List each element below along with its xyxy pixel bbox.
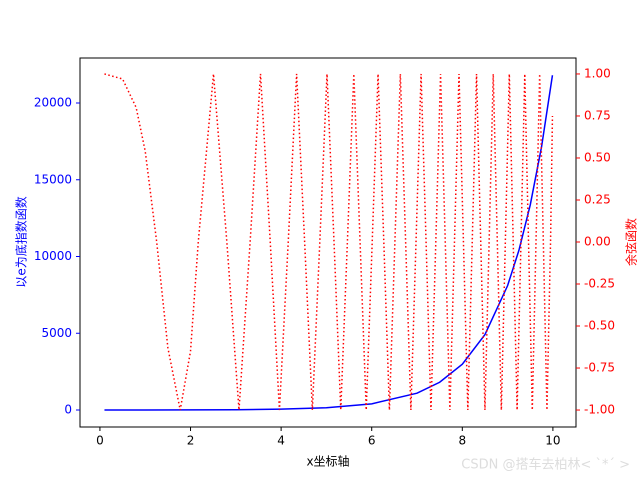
y-axis-label: 以e为底指数函数 <box>14 196 29 287</box>
x-tick-label: 6 <box>368 434 376 448</box>
y-tick-label: 5000 <box>41 326 72 340</box>
x-tick-label: 4 <box>277 434 285 448</box>
y-tick-label: 0 <box>64 403 72 417</box>
y2-tick-label: 0.75 <box>584 108 611 122</box>
y2-tick-label: -0.50 <box>584 319 615 333</box>
y2-axis-label: 余弦函数 <box>624 218 639 266</box>
plot-frame <box>79 57 577 428</box>
x-tick-label: 10 <box>545 434 560 448</box>
y2-tick-label: 1.00 <box>584 66 611 80</box>
x-tick-label: 8 <box>458 434 466 448</box>
y2-tick-label: 0.50 <box>584 150 611 164</box>
x-tick-label: 0 <box>96 434 104 448</box>
y2-tick-label: -1.00 <box>584 403 615 417</box>
x-tick-label: 2 <box>187 434 195 448</box>
y-tick-label: 15000 <box>34 172 72 186</box>
y2-tick-label: 0.25 <box>584 192 611 206</box>
y2-tick-label: -0.75 <box>584 361 615 375</box>
watermark: CSDN @搭车去柏林< `*´ > <box>461 457 630 473</box>
series-line <box>104 73 554 411</box>
y-tick-label: 20000 <box>34 96 72 110</box>
series-line <box>104 75 554 411</box>
x-axis-label: x坐标轴 <box>306 454 349 469</box>
y-tick-label: 10000 <box>34 249 72 263</box>
y2-tick-label: 0.00 <box>584 234 611 248</box>
y2-tick-label: -0.25 <box>584 277 615 291</box>
